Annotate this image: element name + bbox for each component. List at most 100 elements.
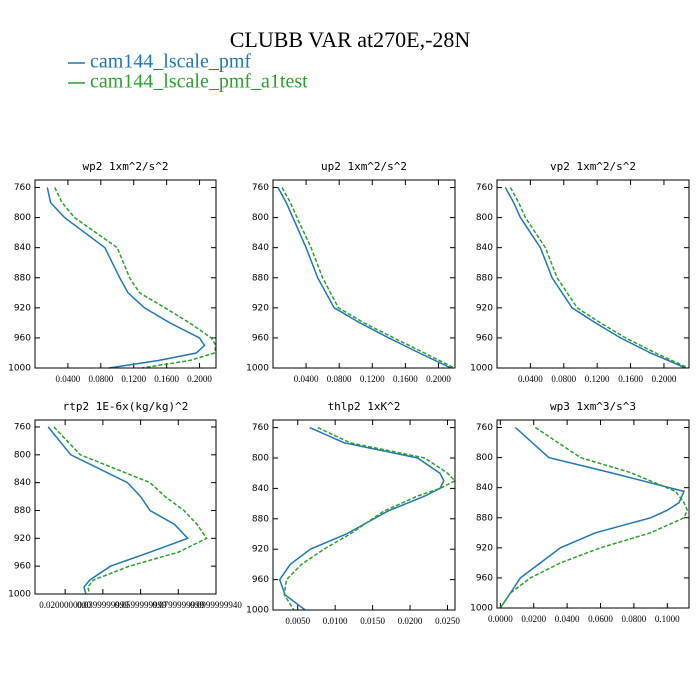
plot-frame [272,419,456,611]
x-tick-label: 0.0799999999 [152,600,204,610]
y-tick-label: 840 [476,243,493,253]
y-tick-label: 1000 [8,590,31,600]
y-tick-label: 920 [476,543,493,553]
panel-title: wp3 1xm^3/s^3 [550,400,636,413]
y-tick-label: 800 [252,454,269,464]
y-tick-label: 920 [14,534,31,544]
y-tick-label: 800 [476,453,493,463]
x-tick-label: 0.0600 [588,614,613,624]
x-tick-label: 0.0400 [518,374,543,384]
plot-frame [496,179,690,369]
y-tick-label: 960 [476,573,493,583]
x-tick-label: 0.0100 [323,616,348,626]
x-tick-label: 0.0200000000 [39,600,91,610]
x-tick-label: 0.1200 [585,374,610,384]
profile-line [504,187,686,369]
y-tick-label: 960 [476,333,493,343]
x-tick-label: 0.0999999940 [190,600,242,610]
y-tick-label: 880 [252,514,269,524]
y-tick-label: 880 [476,513,493,523]
plot-frame [34,179,217,369]
y-tick-label: 1000 [246,364,269,374]
profile-line [283,426,457,611]
x-tick-label: 0.0800 [622,614,647,624]
y-tick-label: 800 [14,450,31,460]
x-tick-label: 0.1000 [655,614,680,624]
x-tick-label: 0.1200 [121,374,146,384]
x-tick-label: 0.0800 [551,374,576,384]
x-tick-label: 0.0000 [488,614,513,624]
x-tick-label: 0.2000 [652,374,677,384]
x-tick-label: 0.0050 [285,616,310,626]
profile-line [53,426,208,595]
profile-line [281,187,455,369]
panel-title: rtp2 1E-6x(kg/kg)^2 [63,400,189,413]
y-tick-label: 960 [252,333,269,343]
y-tick-label: 880 [14,273,31,283]
y-tick-label: 760 [252,183,269,193]
y-tick-label: 760 [14,422,31,432]
profile-line [278,426,445,611]
y-tick-label: 1000 [246,606,269,616]
y-tick-label: 880 [14,506,31,516]
y-tick-label: 800 [14,213,31,223]
y-tick-label: 840 [252,484,269,494]
y-tick-label: 840 [252,243,269,253]
y-tick-label: 840 [476,483,493,493]
figure-title: CLUBB VAR at270E,-28N [230,27,471,52]
x-tick-label: 0.0800 [88,374,113,384]
x-tick-label: 0.2000 [187,374,212,384]
y-tick-label: 840 [14,243,31,253]
x-tick-label: 0.1600 [618,374,643,384]
x-tick-label: 0.1600 [154,374,179,384]
x-tick-label: 0.2000 [426,374,451,384]
y-tick-label: 840 [14,478,31,488]
y-tick-label: 760 [476,183,493,193]
y-tick-label: 760 [476,423,493,433]
x-tick-label: 0.0599999999 [115,600,167,610]
panel-title: wp2 1xm^2/s^2 [82,160,168,173]
panel-title: thlp2 1xK^2 [328,400,401,413]
y-tick-label: 920 [252,303,269,313]
x-tick-label: 0.0400 [56,374,81,384]
x-tick-label: 0.1600 [393,374,418,384]
profile-line [499,426,686,609]
x-tick-label: 0.1200 [360,374,385,384]
profile-line [499,426,689,609]
y-tick-label: 880 [252,273,269,283]
y-tick-label: 800 [476,213,493,223]
legend-label: cam144_lscale_pmf [90,51,251,73]
profile-line [47,426,190,595]
y-tick-label: 920 [252,545,269,555]
x-tick-label: 0.0250 [435,616,460,626]
y-tick-label: 760 [14,183,31,193]
profile-line [46,187,206,369]
x-tick-label: 0.0400 [294,374,319,384]
y-tick-label: 960 [252,575,269,585]
plot-frame [272,179,456,369]
x-tick-label: 0.0800 [327,374,352,384]
x-tick-label: 0.0200 [398,616,423,626]
y-tick-label: 960 [14,562,31,572]
profile-line [509,187,689,369]
x-tick-label: 0.0399999999 [77,600,129,610]
y-tick-label: 920 [14,303,31,313]
y-tick-label: 1000 [470,604,493,614]
y-tick-label: 1000 [470,364,493,374]
y-tick-label: 1000 [8,364,31,374]
y-tick-label: 760 [252,423,269,433]
profile-line [54,187,217,369]
profile-line [277,187,452,369]
x-tick-label: 0.0200 [521,614,546,624]
x-tick-label: 0.0400 [555,614,580,624]
plot-frame [34,419,217,595]
legend-label: cam144_lscale_pmf_a1test [90,71,308,93]
y-tick-label: 960 [14,333,31,343]
plot-frame [496,419,690,609]
y-tick-label: 880 [476,273,493,283]
x-tick-label: 0.0150 [360,616,385,626]
y-tick-label: 800 [252,213,269,223]
y-tick-label: 920 [476,303,493,313]
